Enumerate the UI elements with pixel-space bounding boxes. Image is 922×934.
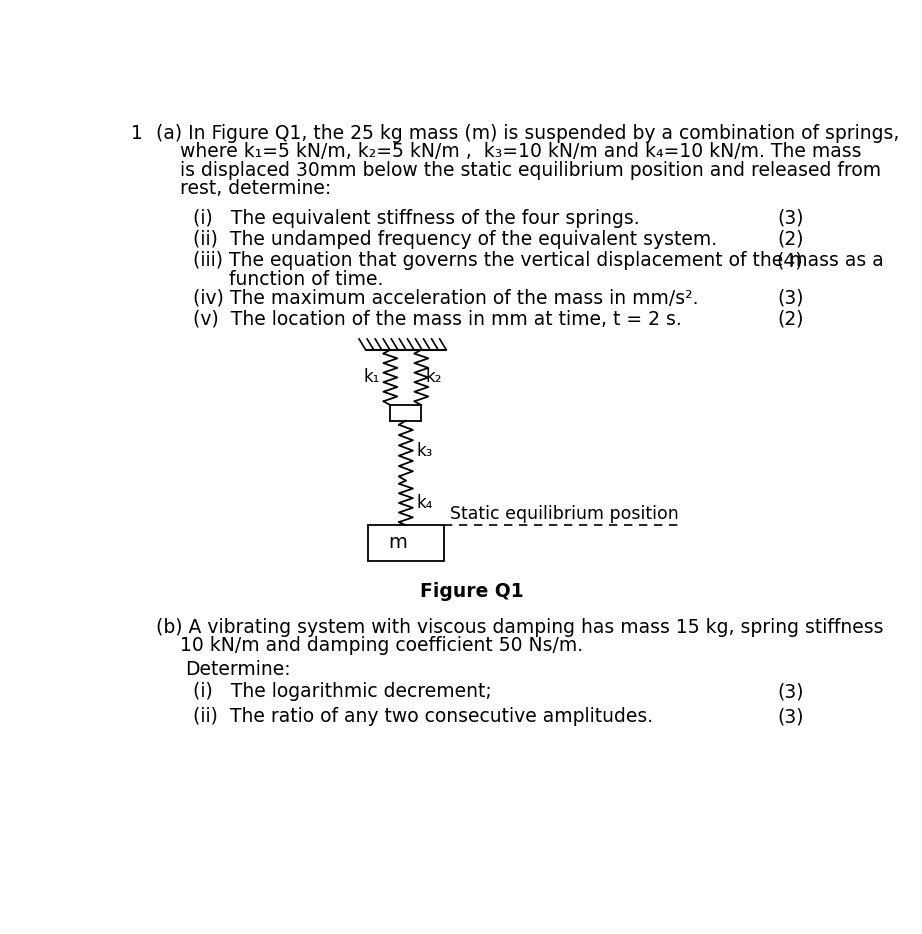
Text: rest, determine:: rest, determine: <box>156 179 331 198</box>
Text: (v)  The location of the mass in mm at time, t = 2 s.: (v) The location of the mass in mm at ti… <box>193 309 681 329</box>
Text: where k₁=5 kN/m, k₂=5 kN/m ,  k₃=10 kN/m and k₄=10 kN/m. The mass: where k₁=5 kN/m, k₂=5 kN/m , k₃=10 kN/m … <box>156 142 861 161</box>
Text: k₄: k₄ <box>417 494 433 512</box>
Text: (a) In Figure Q1, the 25 kg mass (m) is suspended by a combination of springs,: (a) In Figure Q1, the 25 kg mass (m) is … <box>156 123 899 143</box>
Text: Determine:: Determine: <box>185 660 290 679</box>
Text: function of time.: function of time. <box>193 270 384 289</box>
Text: Static equilibrium position: Static equilibrium position <box>450 505 679 523</box>
Text: Figure Q1: Figure Q1 <box>420 582 524 601</box>
Text: (2): (2) <box>777 230 803 248</box>
Text: (3): (3) <box>777 288 803 307</box>
Text: is displaced 30mm below the static equilibrium position and released from: is displaced 30mm below the static equil… <box>156 161 881 179</box>
Text: (iii) The equation that governs the vertical displacement of the mass as a: (iii) The equation that governs the vert… <box>193 251 883 270</box>
Text: (3): (3) <box>777 208 803 228</box>
Text: (3): (3) <box>777 683 803 701</box>
Bar <box>368 525 443 560</box>
Text: (ii)  The ratio of any two consecutive amplitudes.: (ii) The ratio of any two consecutive am… <box>193 707 653 727</box>
Text: (4): (4) <box>777 251 803 270</box>
Text: k₁: k₁ <box>364 368 380 387</box>
Text: (iv) The maximum acceleration of the mass in mm/s².: (iv) The maximum acceleration of the mas… <box>193 288 698 307</box>
Text: (i)   The equivalent stiffness of the four springs.: (i) The equivalent stiffness of the four… <box>193 208 639 228</box>
Text: 1: 1 <box>131 123 143 143</box>
Text: 10 kN/m and damping coefficient 50 Ns/m.: 10 kN/m and damping coefficient 50 Ns/m. <box>156 636 583 655</box>
Text: k₂: k₂ <box>425 368 442 387</box>
Text: k₃: k₃ <box>417 442 433 460</box>
Text: (3): (3) <box>777 707 803 727</box>
Text: (b) A vibrating system with viscous damping has mass 15 kg, spring stiffness: (b) A vibrating system with viscous damp… <box>156 617 883 637</box>
Text: m: m <box>389 533 408 553</box>
Text: (2): (2) <box>777 309 803 329</box>
Text: (i)   The logarithmic decrement;: (i) The logarithmic decrement; <box>193 683 491 701</box>
Text: (ii)  The undamped frequency of the equivalent system.: (ii) The undamped frequency of the equiv… <box>193 230 717 248</box>
